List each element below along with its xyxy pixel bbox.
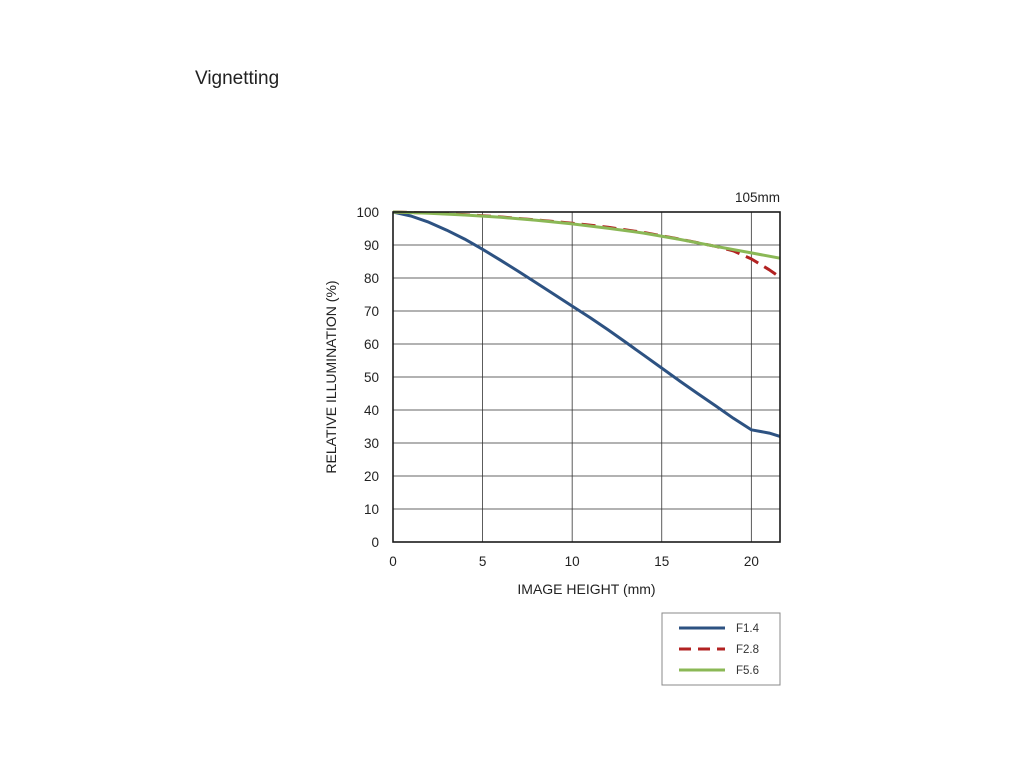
grid — [392, 211, 780, 543]
series-layer — [392, 210, 781, 438]
y-tick-label: 20 — [364, 469, 379, 484]
legend: F1.4 F2.8 F5.6 — [661, 612, 781, 686]
y-tick-label: 10 — [364, 502, 379, 517]
x-tick-label: 15 — [654, 554, 669, 569]
x-ticks: 0 5 10 15 20 — [389, 554, 759, 569]
y-tick-label: 40 — [364, 403, 379, 418]
focal-length-annotation: 105mm — [735, 190, 780, 205]
y-tick-label: 0 — [371, 535, 379, 550]
series-line-f1-4 — [392, 210, 781, 438]
y-tick-label: 80 — [364, 271, 379, 286]
y-tick-label: 30 — [364, 436, 379, 451]
x-tick-label: 10 — [565, 554, 580, 569]
plot-frame — [392, 211, 781, 543]
x-tick-label: 5 — [479, 554, 487, 569]
legend-label-f2-8: F2.8 — [736, 644, 759, 656]
legend-label-f5-6: F5.6 — [736, 665, 759, 677]
y-tick-label: 60 — [364, 337, 379, 352]
page-title: Vignetting — [195, 68, 280, 89]
y-ticks: 0 10 20 30 40 50 60 70 80 90 100 — [356, 205, 379, 550]
x-tick-label: 0 — [389, 554, 397, 569]
y-tick-label: 70 — [364, 304, 379, 319]
legend-label-f1-4: F1.4 — [736, 623, 760, 635]
x-axis-label: IMAGE HEIGHT (mm) — [517, 581, 655, 597]
y-axis-label: RELATIVE ILLUMINATION (%) — [323, 280, 339, 473]
x-tick-label: 20 — [744, 554, 759, 569]
series-line-f5-6 — [392, 210, 781, 260]
y-tick-label: 100 — [356, 205, 379, 220]
y-tick-label: 50 — [364, 370, 379, 385]
y-tick-label: 90 — [364, 238, 379, 253]
